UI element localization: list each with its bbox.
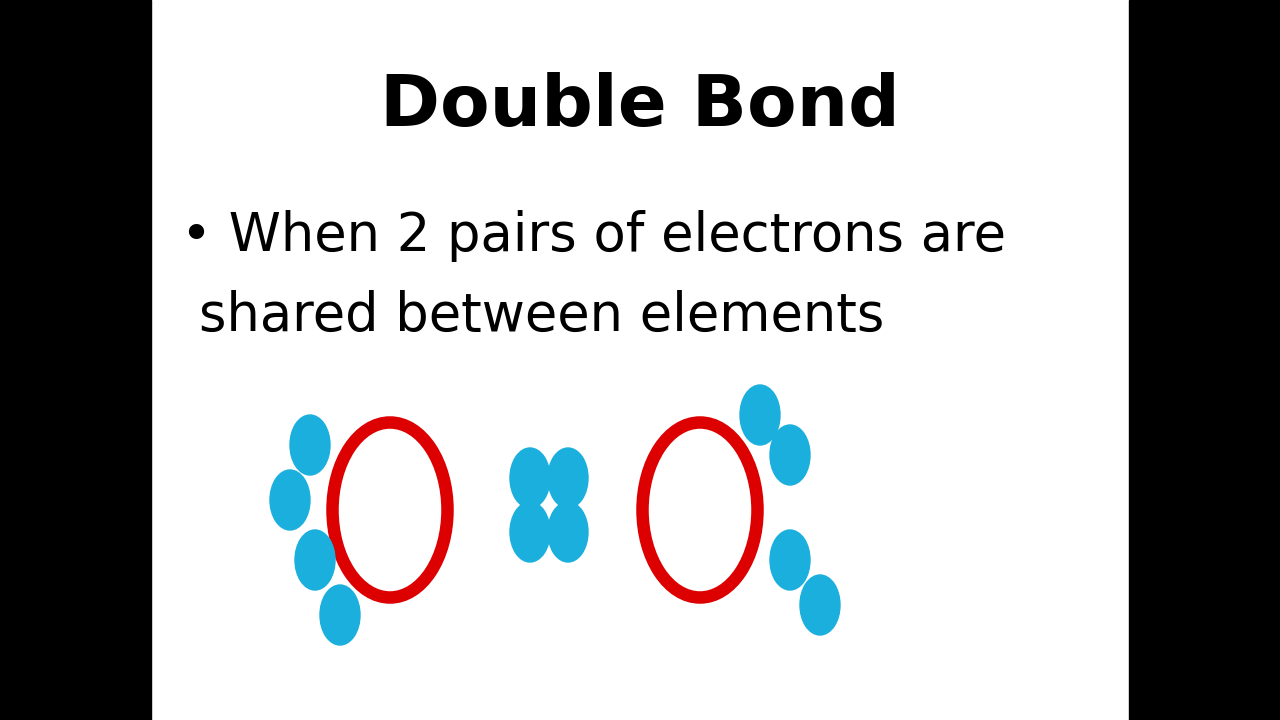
Ellipse shape bbox=[740, 385, 780, 445]
Ellipse shape bbox=[771, 530, 810, 590]
Bar bbox=[1129, 0, 1280, 720]
Ellipse shape bbox=[294, 530, 335, 590]
Ellipse shape bbox=[771, 425, 810, 485]
Ellipse shape bbox=[509, 448, 550, 508]
Text: Double Bond: Double Bond bbox=[380, 72, 900, 141]
Ellipse shape bbox=[548, 502, 588, 562]
Ellipse shape bbox=[800, 575, 840, 635]
Text: • When 2 pairs of electrons are: • When 2 pairs of electrons are bbox=[180, 210, 1006, 262]
Text: shared between elements: shared between elements bbox=[200, 290, 884, 342]
Bar bbox=[0, 0, 151, 720]
Ellipse shape bbox=[270, 470, 310, 530]
Ellipse shape bbox=[291, 415, 330, 475]
Ellipse shape bbox=[509, 502, 550, 562]
Ellipse shape bbox=[548, 448, 588, 508]
Ellipse shape bbox=[320, 585, 360, 645]
